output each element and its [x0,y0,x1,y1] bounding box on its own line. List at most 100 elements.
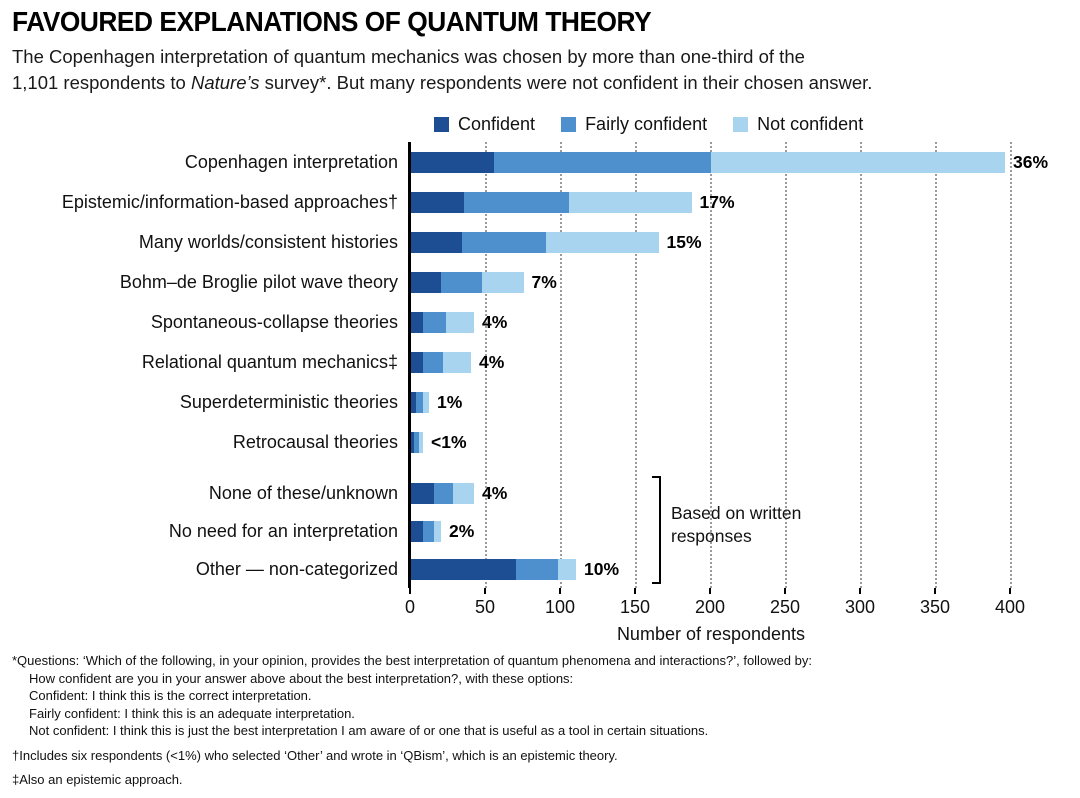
x-tick-label: 400 [994,597,1026,617]
bar-row: Retrocausal theories <1% [0,422,1080,462]
bar-segment-confident [411,351,423,373]
legend-item: Fairly confident [561,114,707,135]
percent-label: 4% [482,482,508,503]
bar-segment-confident [411,231,462,253]
bar-row: No need for an interpretation 2% [0,512,1080,550]
x-tick [934,588,936,594]
written-responses-bracket [652,476,661,584]
x-tick [634,588,636,594]
written-responses-annotation: Based on written responses [671,503,802,546]
bar-segment-confident [411,558,516,580]
bar-track: 10% [411,558,619,580]
bar-row: Copenhagen interpretation 36% [0,142,1080,182]
footnotes: *Questions: ‘Which of the following, in … [12,652,1072,789]
x-tick-label: 100 [544,597,576,617]
bar-segment-confident [411,191,464,213]
bar-segment-not-confident [423,391,429,413]
bar-segment-fairly-confident [441,271,482,293]
gridline [635,142,637,588]
y-axis-line [408,142,411,588]
percent-label: 36% [1013,151,1049,172]
gridline [710,142,712,588]
bar-segment-fairly-confident [415,391,423,413]
x-tick-label: 300 [844,597,876,617]
bar-segment-confident [411,520,423,542]
bar-row: Other — non-categorized 10% [0,550,1080,588]
percent-label: 7% [531,271,557,292]
x-axis-ticks [0,588,1080,595]
x-tick-label: 200 [694,597,726,617]
category-label: Other — non-categorized [195,558,398,579]
subtitle-line2-post: survey*. But many respondents were not c… [259,71,873,93]
bar-segment-fairly-confident [433,482,453,504]
x-tick [409,588,411,594]
bar-rows: Copenhagen interpretation 36% Epistemic/in… [0,142,1080,588]
fairly-confident-swatch-icon [561,117,577,132]
bar-row: Bohm–de Broglie pilot wave theory 7% [0,262,1080,302]
percent-label: 4% [479,351,505,372]
not-confident-swatch-icon [733,117,749,132]
footnote-line: †Includes six respondents (<1%) who sele… [12,747,618,763]
bar-group-written-responses: None of these/unknown 4% No need for an in… [0,474,1080,588]
bar-segment-not-confident [558,558,576,580]
bar-segment-fairly-confident [462,231,546,253]
gridline [560,142,562,588]
chart-title: FAVOURED EXPLANATIONS OF QUANTUM THEORY [12,6,652,37]
bar-segment-not-confident [418,431,423,453]
legend-label: Fairly confident [585,114,708,134]
bar-segment-not-confident [568,191,692,213]
gridline [485,142,487,588]
bar-row: Relational quantum mechanics‡ 4% [0,342,1080,382]
bar-track: 1% [411,391,463,413]
bar-row: Spontaneous-collapse theories 4% [0,302,1080,342]
category-label: No need for an interpretation [168,520,398,541]
bar-segment-fairly-confident [516,558,558,580]
bar-segment-fairly-confident [463,191,569,213]
gridline [1010,142,1012,588]
x-tick [859,588,861,594]
legend-label: Not confident [757,114,864,134]
bar-row: Epistemic/information-based approaches† 1… [0,182,1080,222]
bar-track: 2% [411,520,474,542]
percent-label: 1% [437,391,463,412]
footnote-line: *Questions: ‘Which of the following, in … [12,653,812,668]
bar-segment-confident [411,271,441,293]
bar-row: Many worlds/consistent histories 15% [0,222,1080,262]
gridline [935,142,937,588]
bar-segment-confident [411,311,423,333]
subtitle-line2-pre: 1,101 respondents to [12,71,191,93]
bar-segment-not-confident [481,271,524,293]
bar-segment-not-confident [711,151,1005,173]
stacked-bar-chart: Confident Fairly confident Not confident C… [0,108,1080,660]
bar-track: 17% [411,191,735,213]
legend-item: Not confident [733,114,863,135]
bar-track: 36% [411,151,1049,173]
subtitle-line1: The Copenhagen interpretation of quantum… [12,46,805,67]
bar-track: 4% [411,351,505,373]
x-tick [559,588,561,594]
percent-label: 15% [666,231,702,252]
x-tick-label: 150 [619,597,651,617]
bar-segment-fairly-confident [423,520,434,542]
bar-segment-not-confident [442,351,471,373]
footnote-line: ‡Also an epistemic approach. [12,772,183,787]
bar-segment-fairly-confident [423,351,443,373]
x-tick [784,588,786,594]
bar-segment-confident [411,431,414,453]
legend: Confident Fairly confident Not confident [434,114,863,135]
footnote-line: How confident are you in your answer abo… [29,670,574,686]
category-label: Epistemic/information-based approaches† [61,191,398,212]
legend-label: Confident [458,114,536,134]
category-label: Retrocausal theories [232,431,398,452]
x-axis-title: Number of respondents [616,624,806,644]
category-label: Superdeterministic theories [179,391,398,412]
bar-row: None of these/unknown 4% [0,474,1080,512]
bar-segment-fairly-confident [414,431,419,453]
confident-swatch-icon [434,117,449,132]
bar-track: <1% [411,431,467,453]
footnote-line: Fairly confident: I think this is an ade… [29,705,355,721]
bar-segment-confident [411,482,434,504]
bar-segment-confident [411,151,494,173]
bar-segment-not-confident [433,520,441,542]
x-tick-label: 0 [404,597,415,617]
